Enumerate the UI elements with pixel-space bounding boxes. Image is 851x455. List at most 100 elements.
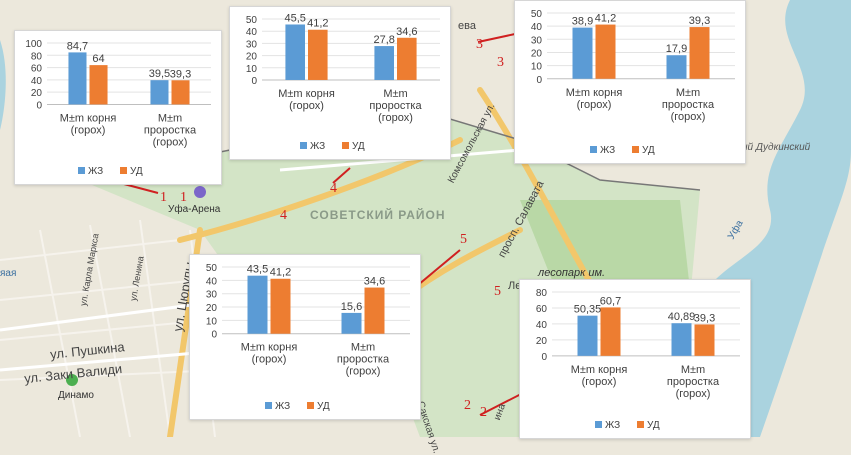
- legend-swatch: [300, 142, 307, 149]
- bar-zhz: [285, 24, 305, 80]
- y-tick-label: 100: [25, 39, 42, 50]
- bar-zhz: [150, 80, 169, 105]
- x-tick-label: (горох): [289, 100, 324, 112]
- bar-ud: [89, 65, 108, 105]
- x-tick-label: проростка: [667, 376, 720, 388]
- x-tick-label: (горох): [577, 99, 612, 111]
- y-tick-label: 60: [31, 64, 43, 75]
- site-number: 3: [476, 37, 483, 52]
- y-tick-label: 10: [246, 64, 258, 75]
- legend-label: ЖЗ: [605, 420, 620, 431]
- y-tick-label: 0: [211, 330, 217, 341]
- chart-card-5: 0 20 40 60 80 50,35 60,7 М±m корня (горох) 40,89 3…: [519, 279, 751, 439]
- arena-pin-icon: [194, 186, 206, 198]
- y-tick-label: 0: [536, 75, 542, 86]
- bar-ud: [689, 27, 710, 79]
- poi-label: Динамо: [58, 390, 94, 401]
- x-tick-label: М±m: [676, 87, 700, 99]
- site-number: 5: [460, 232, 467, 247]
- site-number: 1: [160, 190, 167, 205]
- poi-label: яая: [0, 268, 17, 279]
- bar-ud: [694, 324, 715, 356]
- river-west: [0, 40, 6, 130]
- y-tick-label: 30: [531, 35, 543, 46]
- legend-label: ЖЗ: [88, 166, 103, 177]
- data-label: 39,3: [694, 312, 715, 324]
- poi-label: лесопарк им.: [538, 267, 606, 279]
- y-tick-label: 0: [541, 352, 547, 363]
- x-tick-label: проростка: [662, 99, 715, 111]
- legend-swatch: [265, 402, 272, 409]
- y-tick-label: 20: [531, 48, 543, 59]
- bar-ud: [600, 307, 621, 356]
- x-tick-label: (горох): [153, 136, 188, 148]
- data-label: 41,2: [270, 267, 291, 279]
- bar-zhz: [374, 46, 394, 80]
- data-label: 41,2: [307, 18, 328, 30]
- y-tick-label: 0: [251, 76, 257, 87]
- chart-card-1: 0 20 40 60 80 100 84,7 64 М±m корня (горох) 39,5 39…: [14, 30, 222, 185]
- data-label: 39,3: [689, 15, 710, 27]
- y-tick-label: 40: [206, 276, 218, 287]
- bar-zhz: [341, 312, 362, 334]
- legend-swatch: [78, 167, 85, 174]
- legend-label: ЖЗ: [275, 401, 290, 412]
- bar-zhz: [577, 315, 598, 356]
- x-tick-label: (горох): [671, 111, 706, 123]
- y-tick-label: 60: [536, 304, 548, 315]
- district-label: СОВЕТСКИЙ РАЙОН: [310, 208, 446, 222]
- x-tick-label: (горох): [346, 366, 381, 378]
- site-number: 2: [480, 405, 487, 420]
- site-number: 1: [180, 190, 187, 205]
- y-tick-label: 40: [31, 76, 43, 87]
- x-tick-label: (горох): [71, 124, 106, 136]
- bar-ud: [595, 24, 616, 79]
- x-tick-label: М±m корня: [566, 87, 623, 99]
- stadium-icon: [66, 374, 78, 386]
- data-label: 38,9: [572, 16, 593, 28]
- park-area: [520, 200, 690, 300]
- data-label: 64: [92, 53, 104, 65]
- y-tick-label: 20: [536, 336, 548, 347]
- legend-label: УД: [130, 166, 143, 177]
- bar-ud: [308, 29, 328, 80]
- legend-swatch: [120, 167, 127, 174]
- y-tick-label: 20: [31, 88, 43, 99]
- legend-label: УД: [352, 141, 365, 152]
- legend-label: УД: [647, 420, 660, 431]
- x-tick-label: М±m корня: [278, 88, 335, 100]
- x-tick-label: (горох): [252, 354, 287, 366]
- site-number: 5: [494, 284, 501, 299]
- y-tick-label: 50: [246, 15, 258, 26]
- x-tick-label: М±m: [158, 112, 182, 124]
- legend-swatch: [595, 421, 602, 428]
- bar-ud: [364, 287, 385, 334]
- y-tick-label: 10: [531, 62, 543, 73]
- legend-swatch: [590, 146, 597, 153]
- y-tick-label: 30: [246, 39, 258, 50]
- chart-card-2: 0 10 20 30 40 50 45,5 41,2 М±m корня (горох) 27,8 3…: [229, 6, 451, 160]
- x-tick-label: (горох): [582, 376, 617, 388]
- bar-ud: [270, 278, 291, 334]
- y-tick-label: 80: [536, 288, 548, 299]
- data-label: 27,8: [373, 34, 394, 46]
- x-tick-label: проростка: [144, 124, 197, 136]
- data-label: 60,7: [600, 295, 621, 307]
- bar-ud: [171, 80, 190, 105]
- bar-zhz: [68, 52, 87, 105]
- data-label: 15,6: [341, 301, 362, 313]
- x-tick-label: проростка: [369, 100, 422, 112]
- site-number: 4: [330, 181, 337, 196]
- site-number: 3: [497, 55, 504, 70]
- y-tick-label: 40: [246, 27, 258, 38]
- x-tick-label: М±m корня: [60, 112, 117, 124]
- y-tick-label: 0: [36, 100, 42, 111]
- data-label: 84,7: [67, 40, 88, 52]
- site-number: 2: [464, 398, 471, 413]
- x-tick-label: М±m: [681, 364, 705, 376]
- data-label: 34,6: [364, 276, 385, 288]
- data-label: 39,3: [170, 68, 191, 80]
